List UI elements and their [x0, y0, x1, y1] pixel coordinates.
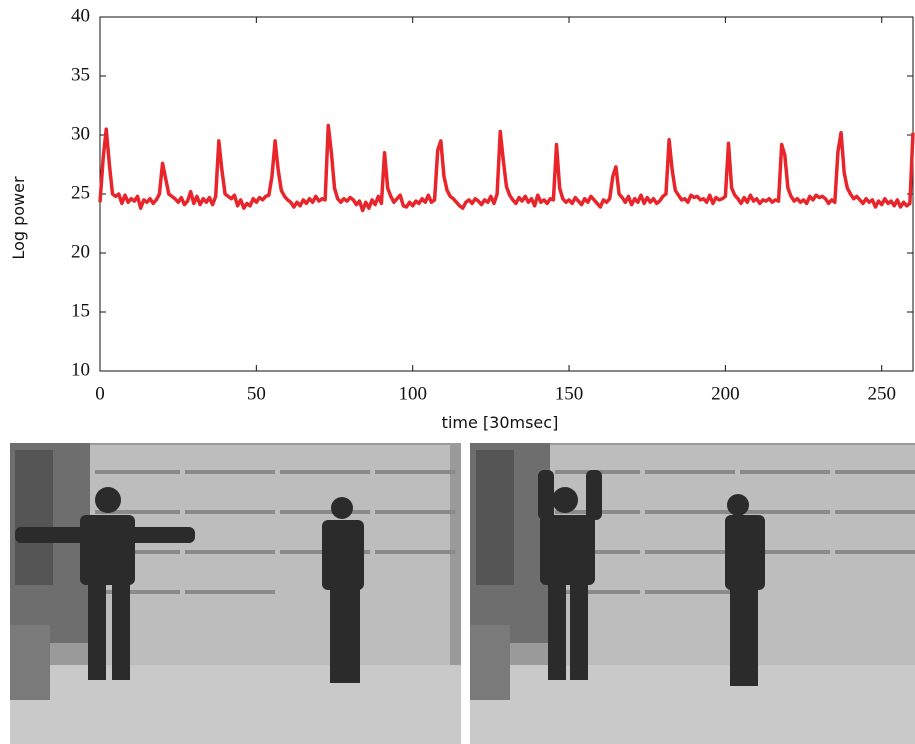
y-tick-label: 15 [71, 300, 90, 321]
x-tick-label: 200 [711, 383, 740, 404]
x-tick-label: 0 [95, 383, 105, 404]
y-tick-label: 10 [71, 359, 90, 380]
x-axis-label: time [30msec] [442, 413, 559, 432]
y-tick-label: 20 [71, 241, 90, 262]
x-tick-label: 150 [555, 383, 584, 404]
y-tick-label: 35 [71, 64, 90, 85]
y-axis-label: Log power [9, 176, 28, 260]
x-tick-label: 250 [867, 383, 896, 404]
y-tick-label: 40 [71, 5, 90, 26]
photo-left [10, 443, 461, 744]
x-tick-label: 50 [247, 383, 266, 404]
photo-right [470, 443, 915, 744]
x-tick-label: 100 [398, 383, 427, 404]
y-tick-label: 25 [71, 182, 90, 203]
y-tick-label: 30 [71, 123, 90, 144]
data-line [98, 123, 915, 213]
